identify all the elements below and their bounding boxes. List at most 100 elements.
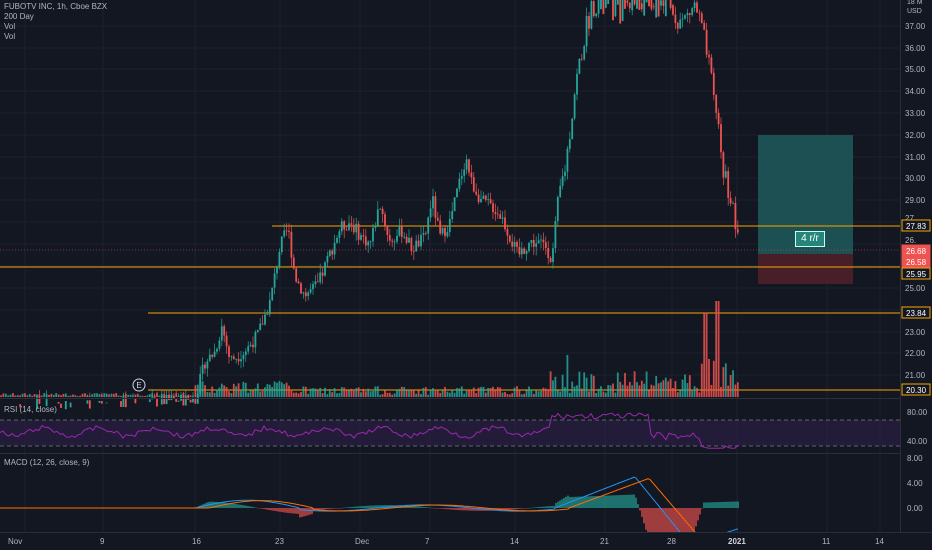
- indicator-vol-2[interactable]: Vol: [4, 32, 16, 41]
- candle-body: [309, 289, 312, 293]
- volume-bar: [494, 390, 497, 397]
- macd-histogram-bar: [333, 508, 335, 509]
- volume-bar: [4, 393, 7, 397]
- macd-histogram-bar: [479, 508, 481, 511]
- candle-body: [736, 229, 739, 233]
- volume-bar: [396, 390, 398, 397]
- candle-body: [542, 239, 545, 243]
- candle-body: [504, 217, 506, 230]
- volume-bar: [259, 391, 262, 397]
- macd-histogram-bar: [239, 504, 241, 508]
- volume-bar: [2, 393, 5, 397]
- candle-body: [513, 241, 516, 247]
- volume-bar: [576, 385, 578, 397]
- macd-histogram-bar: [645, 508, 647, 530]
- volume-bar: [9, 394, 12, 397]
- candle-body: [460, 176, 463, 179]
- macd-histogram-bar: [265, 508, 267, 510]
- macd-tick: 8.00: [907, 454, 923, 463]
- candle-body: [338, 231, 341, 238]
- volume-bar: [225, 387, 228, 397]
- candle-body: [244, 351, 247, 355]
- symbol-legend[interactable]: FUBOTV INC, 1h, Cboe BZX 200 Day Vol Vol: [4, 2, 107, 42]
- candle-body: [280, 236, 283, 253]
- candle-body: [532, 239, 535, 247]
- candle-body: [19, 404, 22, 408]
- candle-body: [247, 346, 250, 352]
- macd-histogram-bar: [377, 505, 379, 508]
- volume-bar: [475, 393, 478, 397]
- candle-body: [177, 400, 180, 402]
- price-tick: 29.00: [905, 196, 926, 205]
- candle-body: [456, 188, 458, 198]
- volume-bar: [67, 395, 70, 397]
- volume-bar: [609, 385, 612, 397]
- candle-body: [724, 171, 727, 178]
- volume-bar: [79, 395, 82, 397]
- macd-histogram-bar: [343, 507, 345, 509]
- symbol-title[interactable]: FUBOTV INC, 1h, Cboe BZX: [4, 2, 108, 11]
- volume-bar: [645, 371, 648, 397]
- macd-histogram-bar: [523, 508, 525, 509]
- macd-histogram-bar: [651, 508, 653, 540]
- price-tag: 20.30: [906, 386, 927, 395]
- candle-body: [333, 242, 336, 255]
- time-axis[interactable]: [0, 532, 932, 550]
- macd-histogram-bar: [273, 508, 275, 511]
- candle-body: [535, 243, 538, 247]
- macd-histogram-bar: [375, 505, 377, 508]
- volume-bar: [422, 387, 425, 397]
- macd-histogram-bar: [301, 508, 303, 517]
- candle-body: [312, 284, 314, 290]
- macd-histogram-bar: [421, 506, 423, 508]
- macd-histogram-bar: [609, 495, 611, 508]
- volume-bar: [196, 384, 199, 397]
- candle-body: [499, 214, 502, 219]
- earnings-marker[interactable]: E: [132, 378, 146, 392]
- macd-histogram-bar: [451, 508, 453, 510]
- volume-bar: [232, 383, 235, 397]
- volume-bar: [427, 394, 430, 397]
- volume-bar: [412, 389, 415, 397]
- earnings-icon[interactable]: [132, 378, 146, 392]
- indicator-vol-1[interactable]: Vol: [4, 22, 16, 31]
- macd-histogram-bar: [383, 505, 385, 508]
- candle-body: [285, 230, 288, 232]
- volume-bar: [472, 387, 475, 397]
- macd-histogram-bar: [219, 502, 221, 508]
- volume-bar: [633, 371, 636, 397]
- macd-legend[interactable]: MACD (12, 26, close, 9): [4, 458, 90, 467]
- volume-bar: [62, 393, 65, 397]
- macd-histogram-bar: [527, 508, 529, 509]
- volume-bar: [504, 391, 506, 397]
- volume-bar: [228, 391, 230, 397]
- macd-axis-ticks: 8.00 4.00 0.00: [907, 454, 923, 513]
- rsi-legend[interactable]: RSI (14, close): [4, 405, 57, 414]
- macd-histogram-bar: [623, 494, 625, 508]
- candle-body: [266, 314, 269, 316]
- volume-bar: [451, 389, 454, 397]
- volume-bar: [681, 379, 684, 397]
- candle-body: [420, 234, 422, 247]
- risk-reward-label[interactable]: 4 r/r: [795, 231, 825, 247]
- macd-histogram-bar: [511, 508, 513, 510]
- volume-bar: [242, 381, 245, 397]
- volume-bar: [108, 394, 110, 397]
- volume-bar: [439, 392, 442, 397]
- macd-histogram-bar: [445, 508, 447, 510]
- candle-body: [283, 230, 286, 237]
- candle-body: [223, 326, 226, 336]
- volume-bar: [362, 388, 365, 397]
- macd-histogram-bar: [457, 508, 459, 511]
- volume-bar: [7, 395, 10, 397]
- volume-bar: [316, 389, 319, 397]
- candle-body: [252, 344, 254, 348]
- time-label: 11: [822, 537, 831, 546]
- macd-histogram-bar: [409, 505, 411, 508]
- volume-bar: [532, 394, 535, 397]
- indicator-200-day[interactable]: 200 Day: [4, 12, 34, 21]
- macd-histogram-bar: [655, 508, 657, 541]
- macd-histogram-bar: [469, 508, 471, 511]
